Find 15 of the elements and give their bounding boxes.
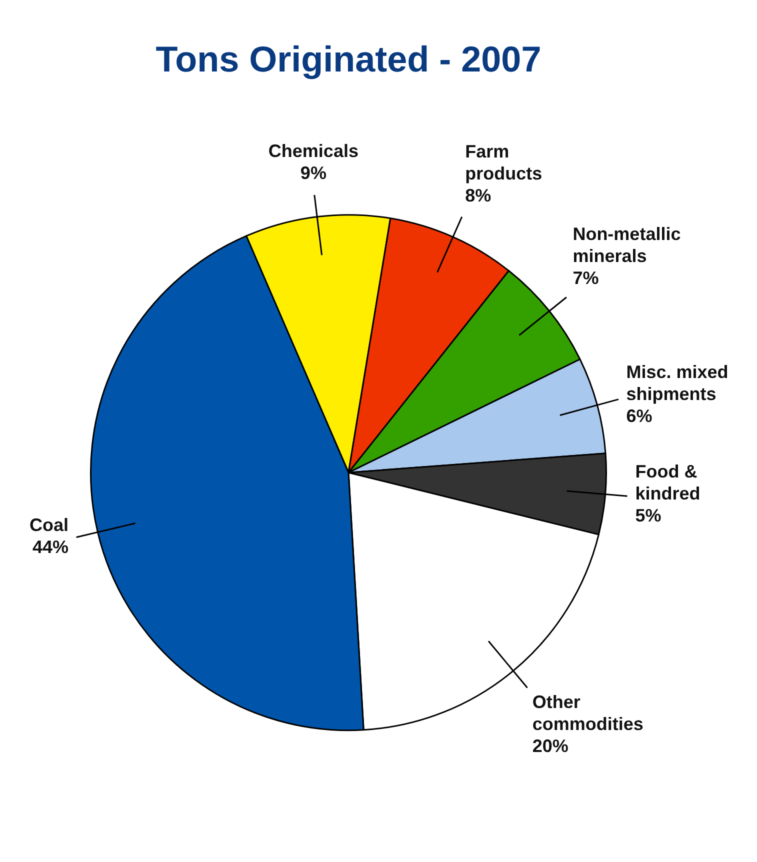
data-label: 8% [465, 186, 492, 206]
slice-label: Non-metallic minerals [572, 224, 681, 266]
slice-label: Chemicals [268, 140, 358, 161]
slice-label: Coal [30, 515, 69, 536]
data-label: 6% [626, 406, 652, 426]
data-label: 7% [572, 268, 599, 288]
chart-title: Tons Originated - 2007 [156, 38, 542, 80]
data-label: 9% [300, 162, 326, 183]
data-label: 44% [32, 537, 69, 558]
slice-label: Other commodities [532, 692, 644, 734]
slice-label: Farm products [465, 142, 542, 184]
data-label: 20% [532, 736, 568, 756]
slice-label: Misc. mixed shipments [626, 362, 728, 404]
slice-label: Food & kindred [635, 462, 700, 504]
data-label: 5% [635, 506, 662, 526]
